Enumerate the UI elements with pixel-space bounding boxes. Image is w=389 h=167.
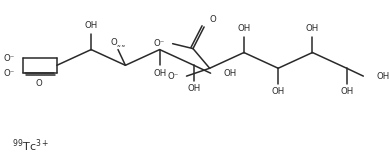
Text: OH: OH — [306, 24, 319, 33]
Text: O: O — [36, 78, 43, 88]
Text: O: O — [210, 15, 216, 24]
Text: OH: OH — [272, 87, 285, 96]
Text: O⁻: O⁻ — [168, 72, 179, 81]
Text: O⁻: O⁻ — [3, 54, 14, 63]
Text: O⁻: O⁻ — [154, 39, 165, 48]
Text: OH: OH — [153, 69, 166, 78]
Text: OH: OH — [224, 69, 237, 78]
Text: OH: OH — [84, 22, 98, 30]
Text: OH: OH — [237, 24, 251, 33]
Text: OH: OH — [340, 87, 353, 96]
Text: O⁻: O⁻ — [3, 69, 14, 78]
Text: OH: OH — [376, 72, 389, 81]
Text: OH: OH — [187, 84, 201, 93]
Text: O˷˷: O˷˷ — [110, 37, 126, 46]
Text: $^{99}$Tc$^{3+}$: $^{99}$Tc$^{3+}$ — [12, 137, 49, 154]
